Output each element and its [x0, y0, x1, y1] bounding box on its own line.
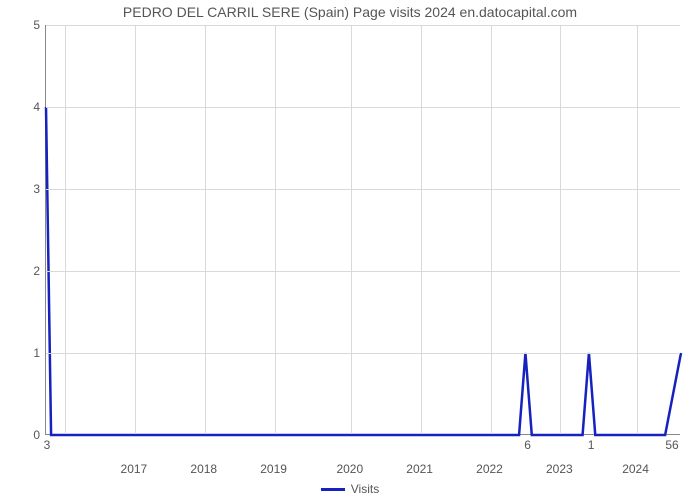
visits-line-chart: PEDRO DEL CARRIL SERE (Spain) Page visit… — [0, 0, 700, 500]
x-tick-label: 2019 — [260, 462, 287, 476]
x-tick-label: 2024 — [622, 462, 649, 476]
x-tick-label: 2018 — [190, 462, 217, 476]
grid-line-v — [637, 25, 638, 434]
grid-line-h — [46, 107, 680, 108]
x-tick-label: 2017 — [121, 462, 148, 476]
y-tick-label: 5 — [5, 18, 40, 32]
x-tick-label: 2023 — [546, 462, 573, 476]
series-line — [46, 25, 681, 435]
grid-line-h — [46, 271, 680, 272]
x-tick-label: 2022 — [476, 462, 503, 476]
y-tick-label: 0 — [5, 428, 40, 442]
y-tick-label: 4 — [5, 100, 40, 114]
secondary-x-label: 6 — [524, 438, 531, 452]
grid-line-v — [275, 25, 276, 434]
secondary-x-label: 3 — [44, 438, 51, 452]
y-tick-label: 2 — [5, 264, 40, 278]
y-tick-label: 3 — [5, 182, 40, 196]
legend-swatch — [321, 488, 345, 491]
legend-label: Visits — [351, 482, 379, 496]
plot-area — [45, 25, 680, 435]
x-tick-label: 2020 — [336, 462, 363, 476]
chart-title: PEDRO DEL CARRIL SERE (Spain) Page visit… — [0, 4, 700, 20]
secondary-x-label: 56 — [665, 438, 678, 452]
grid-line-v — [421, 25, 422, 434]
grid-line-h — [46, 353, 680, 354]
grid-line-v — [491, 25, 492, 434]
grid-line-v — [65, 25, 66, 434]
x-tick-label: 2021 — [406, 462, 433, 476]
grid-line-v — [135, 25, 136, 434]
grid-line-h — [46, 25, 680, 26]
grid-line-v — [351, 25, 352, 434]
legend: Visits — [0, 482, 700, 496]
grid-line-h — [46, 189, 680, 190]
secondary-x-label: 1 — [588, 438, 595, 452]
y-tick-label: 1 — [5, 346, 40, 360]
grid-line-v — [560, 25, 561, 434]
grid-line-v — [205, 25, 206, 434]
